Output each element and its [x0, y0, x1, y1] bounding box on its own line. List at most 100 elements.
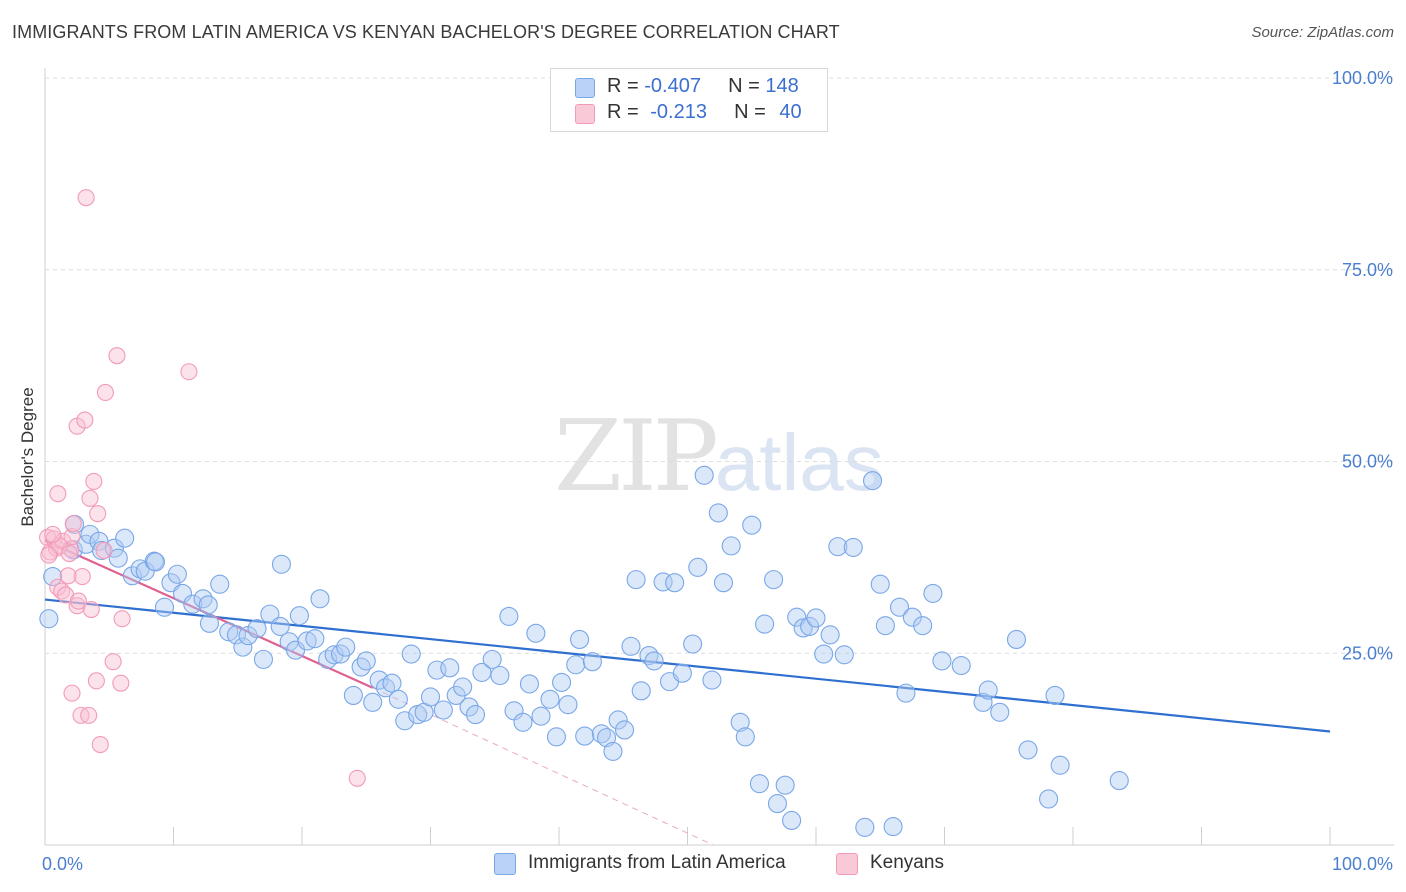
- point-latin-america: [104, 538, 124, 558]
- point-latin-america: [1045, 685, 1065, 705]
- point-latin-america: [526, 623, 546, 643]
- point-kenyans: [63, 684, 81, 702]
- point-latin-america: [883, 817, 903, 837]
- point-latin-america: [558, 695, 578, 715]
- watermark-atlas: atlas: [714, 418, 884, 507]
- point-latin-america: [621, 636, 641, 656]
- point-kenyans: [82, 600, 100, 619]
- point-latin-america: [713, 573, 734, 593]
- point-latin-america: [253, 649, 274, 669]
- point-latin-america: [603, 741, 623, 761]
- point-kenyans: [69, 592, 87, 610]
- point-latin-america: [183, 594, 203, 614]
- point-kenyans: [77, 189, 95, 207]
- point-latin-america: [775, 775, 795, 795]
- point-latin-america: [193, 589, 213, 609]
- point-latin-america: [1050, 755, 1070, 775]
- point-kenyans: [64, 515, 82, 533]
- point-latin-america: [672, 663, 692, 683]
- chart-title: IMMIGRANTS FROM LATIN AMERICA VS KENYAN …: [12, 22, 840, 42]
- watermark-zip: ZIP: [554, 400, 719, 514]
- point-latin-america: [388, 689, 408, 709]
- y-tick-label: 100.0%: [1332, 68, 1393, 88]
- point-latin-america: [875, 616, 895, 636]
- point-latin-america: [708, 503, 728, 523]
- trend-lines: [44, 539, 1331, 846]
- point-latin-america: [855, 817, 875, 837]
- point-kenyans: [108, 347, 126, 365]
- legend-n-value: 40: [779, 101, 802, 123]
- point-latin-america: [767, 794, 788, 814]
- point-kenyans: [89, 505, 107, 523]
- y-tick-label: 50.0%: [1342, 452, 1393, 472]
- point-latin-america: [233, 637, 253, 657]
- point-latin-america: [978, 680, 998, 700]
- point-latin-america: [787, 607, 807, 627]
- legend-r-value: -0.213: [650, 101, 707, 123]
- point-latin-america: [519, 674, 539, 694]
- legend-swatch-kenyans: [575, 104, 595, 124]
- point-kenyans: [87, 672, 105, 690]
- data-points: [39, 189, 1129, 837]
- point-latin-america: [973, 692, 993, 712]
- point-latin-america: [1109, 771, 1129, 791]
- point-latin-america: [782, 810, 802, 831]
- point-kenyans: [63, 528, 81, 546]
- point-latin-america: [546, 727, 566, 747]
- point-kenyans: [59, 567, 77, 585]
- point-latin-america: [688, 557, 708, 577]
- point-latin-america: [401, 644, 421, 664]
- point-latin-america: [694, 465, 714, 485]
- axes: [44, 68, 1394, 846]
- point-latin-america: [749, 774, 770, 794]
- point-latin-america: [639, 646, 659, 666]
- point-latin-america: [382, 673, 402, 693]
- point-latin-america: [167, 564, 187, 584]
- point-latin-america: [260, 604, 280, 624]
- point-latin-america: [862, 471, 883, 491]
- correlation-legend: R = -0.407 N = 148 R = -0.213 N = 40: [550, 68, 828, 132]
- point-kenyans: [180, 363, 198, 381]
- point-latin-america: [828, 537, 848, 557]
- legend-r-label: R =: [607, 75, 639, 97]
- chart-source: Source: ZipAtlas.com: [1251, 24, 1394, 41]
- point-latin-america: [1018, 740, 1038, 760]
- legend-n-label: N =: [728, 75, 760, 97]
- point-latin-america: [932, 651, 952, 671]
- grid-lines: [45, 77, 1394, 654]
- point-kenyans: [96, 383, 114, 402]
- point-kenyans: [40, 546, 58, 564]
- point-latin-america: [806, 608, 826, 628]
- point-latin-america: [324, 645, 344, 665]
- point-kenyans: [44, 525, 62, 543]
- point-latin-america: [608, 710, 628, 730]
- point-latin-america: [626, 570, 646, 590]
- point-latin-america: [39, 609, 59, 629]
- y-tick-label: 25.0%: [1342, 643, 1393, 663]
- point-latin-america: [742, 515, 762, 535]
- point-kenyans: [81, 489, 99, 507]
- point-latin-america: [843, 537, 863, 557]
- trend-extension-kenyans: [372, 687, 714, 846]
- point-latin-america: [730, 712, 750, 732]
- point-kenyans: [113, 610, 131, 628]
- point-kenyans: [73, 567, 91, 586]
- point-latin-america: [43, 566, 63, 587]
- point-kenyans: [76, 411, 94, 429]
- point-latin-america: [631, 681, 651, 701]
- point-latin-america: [219, 622, 239, 642]
- point-latin-america: [343, 685, 363, 705]
- point-latin-america: [814, 644, 834, 664]
- point-latin-america: [420, 687, 441, 707]
- legend-r-value: -0.407: [644, 75, 701, 97]
- point-latin-america: [683, 634, 703, 654]
- point-kenyans: [91, 735, 109, 754]
- y-tick-label: 75.0%: [1342, 260, 1393, 280]
- point-latin-america: [575, 726, 595, 746]
- point-latin-america: [108, 548, 128, 568]
- point-latin-america: [764, 570, 784, 590]
- point-kenyans: [348, 769, 366, 787]
- point-latin-america: [198, 595, 218, 615]
- point-latin-america: [531, 706, 551, 726]
